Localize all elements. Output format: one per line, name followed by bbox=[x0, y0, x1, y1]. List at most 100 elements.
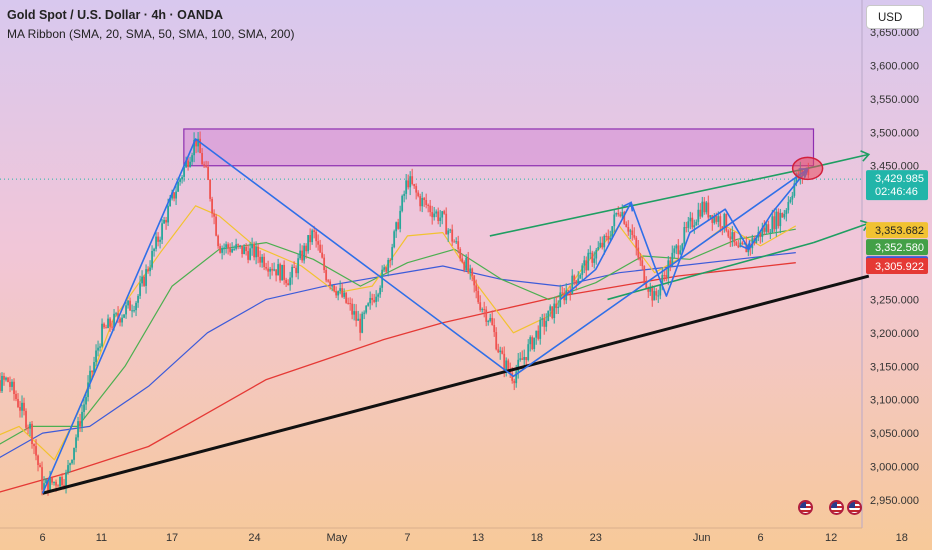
candle-body bbox=[189, 161, 191, 167]
price-tick-label: 3,500.000 bbox=[870, 127, 919, 139]
candle bbox=[145, 264, 147, 294]
candle bbox=[781, 212, 784, 218]
candle-body bbox=[785, 210, 788, 215]
candle-body bbox=[645, 283, 648, 289]
candle-body bbox=[385, 267, 388, 272]
candle-body bbox=[99, 346, 101, 348]
candle bbox=[551, 306, 554, 320]
us-flag-event-icon[interactable] bbox=[798, 500, 813, 515]
candle bbox=[785, 208, 788, 222]
candle bbox=[79, 413, 81, 432]
major-zigzag-path bbox=[41, 138, 809, 494]
candle-body bbox=[443, 211, 446, 214]
candle-body bbox=[417, 192, 420, 197]
us-flag-event-icon[interactable] bbox=[847, 500, 862, 515]
candle bbox=[577, 271, 580, 286]
candle-body bbox=[573, 275, 576, 281]
candle-body bbox=[763, 227, 766, 232]
candle-body bbox=[775, 211, 778, 230]
candle-body bbox=[665, 275, 668, 279]
time-axis[interactable]: Apr6111724May7131823Jun61218 bbox=[0, 532, 908, 544]
us-flag-event-icon[interactable] bbox=[829, 500, 844, 515]
candle-body bbox=[697, 209, 700, 222]
candle-body bbox=[223, 247, 225, 249]
ma-ribbon-legend[interactable]: MA Ribbon (SMA, 20, SMA, 50, SMA, 100, S… bbox=[7, 27, 295, 41]
candle-body bbox=[713, 216, 716, 223]
candle bbox=[449, 228, 452, 234]
candle bbox=[285, 277, 288, 288]
candle-body bbox=[583, 260, 586, 266]
candle-body bbox=[781, 213, 784, 218]
currency-button[interactable]: USD bbox=[866, 5, 924, 29]
price-axis[interactable]: 3,650.000 3,600.000 3,550.000 3,500.000 3,45… bbox=[870, 27, 919, 507]
candle-body bbox=[575, 280, 578, 284]
candle-body bbox=[117, 313, 119, 319]
candle-body bbox=[705, 202, 708, 213]
candle-body bbox=[673, 248, 676, 253]
candle bbox=[447, 228, 450, 243]
candle-body bbox=[295, 267, 298, 274]
candle bbox=[719, 213, 722, 233]
candle-body bbox=[783, 214, 786, 218]
candle-body bbox=[177, 181, 179, 192]
candle bbox=[13, 378, 15, 401]
price-label-text: 3,353.682 bbox=[875, 225, 924, 237]
candle-body bbox=[403, 193, 406, 196]
candle bbox=[85, 393, 87, 411]
candle-body bbox=[263, 256, 266, 268]
candle bbox=[769, 228, 772, 239]
candle-body bbox=[405, 180, 408, 194]
candle-body bbox=[57, 485, 59, 487]
candle bbox=[723, 212, 726, 233]
candle bbox=[605, 232, 608, 241]
candle-body bbox=[23, 402, 25, 411]
candle-body bbox=[465, 257, 468, 271]
candle bbox=[529, 335, 532, 352]
candle bbox=[357, 310, 360, 321]
candle bbox=[339, 280, 342, 295]
candle bbox=[319, 239, 322, 253]
candle-body bbox=[737, 245, 740, 248]
candle-body bbox=[599, 242, 602, 248]
candle-body bbox=[423, 198, 426, 201]
candle bbox=[691, 212, 694, 230]
candle-body bbox=[313, 230, 316, 232]
candle-body bbox=[193, 139, 195, 156]
candle-body bbox=[709, 215, 712, 218]
candle bbox=[501, 347, 504, 355]
candle bbox=[455, 237, 458, 245]
candle bbox=[427, 203, 430, 213]
candle bbox=[531, 335, 534, 351]
candle bbox=[279, 262, 282, 283]
candle-body bbox=[247, 251, 250, 260]
candle-body bbox=[459, 249, 462, 259]
candle-body bbox=[685, 227, 688, 229]
candle-body bbox=[75, 437, 77, 448]
candle bbox=[485, 306, 488, 327]
candle-body bbox=[675, 245, 678, 249]
candle bbox=[103, 322, 105, 329]
candle bbox=[621, 204, 624, 219]
candle-body bbox=[217, 235, 219, 247]
candle bbox=[729, 228, 732, 248]
candle-body bbox=[339, 288, 342, 292]
candle-body bbox=[63, 485, 65, 487]
candle bbox=[335, 286, 338, 299]
candle-body bbox=[215, 216, 217, 236]
candle bbox=[535, 330, 538, 345]
candle-body bbox=[617, 212, 620, 215]
channel-lower-arrow bbox=[813, 219, 871, 244]
candle-body bbox=[343, 292, 346, 297]
target-circle bbox=[791, 156, 824, 181]
plot-area bbox=[0, 0, 871, 529]
candle-body bbox=[15, 393, 17, 400]
candle bbox=[139, 275, 141, 299]
candle-body bbox=[233, 248, 236, 250]
candle-body bbox=[147, 269, 149, 272]
time-tick-label: 12 bbox=[825, 532, 837, 544]
candle bbox=[475, 279, 478, 299]
price-label-text: 3,305.922 bbox=[875, 261, 924, 273]
candle-body bbox=[243, 246, 246, 255]
price-tick-label: 3,150.000 bbox=[870, 361, 919, 373]
